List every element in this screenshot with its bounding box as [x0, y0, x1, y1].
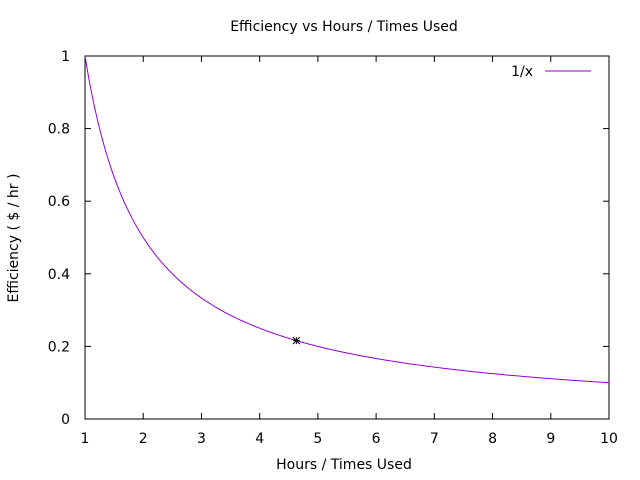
legend-label: 1/x: [511, 64, 533, 80]
y-axis-label: Efficiency ( $ / hr ): [6, 174, 22, 303]
x-tick-label: 10: [600, 431, 618, 447]
y-tick-labels: 0 0.2 0.4 0.6 0.8 1: [48, 49, 70, 428]
x-tick-label: 4: [255, 431, 264, 447]
x-tick-label: 9: [546, 431, 555, 447]
y-tick-label: 0: [61, 412, 70, 428]
x-tick-label: 8: [488, 431, 497, 447]
series-line-1-over-x: [84, 55, 610, 384]
plot-frame: [84, 55, 610, 420]
x-tick-label: 1: [81, 431, 90, 447]
y-tick-label: 0.8: [48, 122, 70, 138]
y-tick-label: 1: [61, 49, 70, 65]
x-axis-label: Hours / Times Used: [276, 457, 412, 473]
y-tick-label: 0.6: [48, 194, 70, 210]
x-tick-label: 5: [313, 431, 322, 447]
y-tick-label: 0.4: [48, 267, 70, 283]
x-tick-labels: 1 2 3 4 5 6 7 8 9 10: [81, 431, 618, 447]
axis-ticks: [84, 55, 610, 420]
chart-title: Efficiency vs Hours / Times Used: [230, 19, 458, 35]
series-layer: [84, 55, 610, 384]
y-tick-label: 0.2: [48, 339, 70, 355]
marker-layer: [292, 336, 301, 345]
x-tick-label: 3: [197, 431, 206, 447]
x-tick-label: 6: [372, 431, 381, 447]
legend: 1/x: [511, 64, 591, 80]
x-tick-label: 2: [139, 431, 148, 447]
asterisk-point-marker: [292, 336, 301, 345]
x-tick-label: 7: [430, 431, 439, 447]
